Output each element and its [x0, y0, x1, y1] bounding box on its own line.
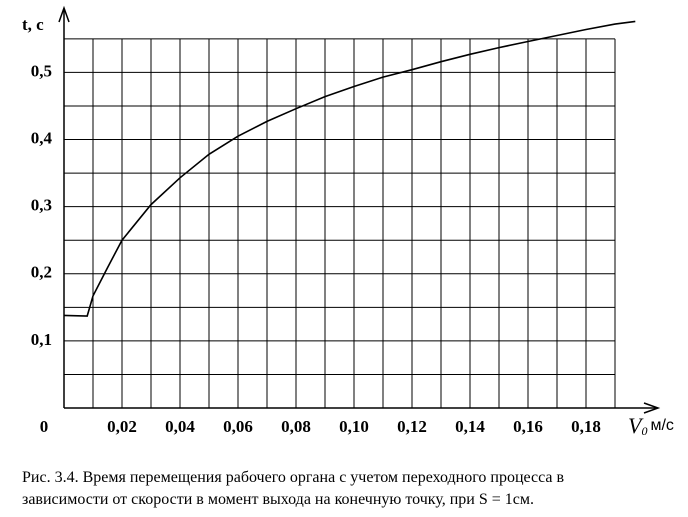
y-arrow: [58, 5, 70, 23]
y-tick-label: 0,3: [31, 196, 52, 215]
x-tick-label: 0,06: [223, 417, 253, 436]
x-tick-label: 0: [40, 417, 49, 436]
x-tick-label: 0,08: [281, 417, 311, 436]
y-tick-label: 0,2: [31, 263, 52, 282]
y-axis-label: t, с: [22, 15, 44, 34]
x-axis-label: V0 м/с: [628, 413, 674, 438]
y-tick-label: 0,4: [31, 128, 53, 147]
y-tick-label: 0,1: [31, 330, 52, 349]
x-arrow: [643, 402, 661, 414]
x-label-unit: м/с: [650, 417, 673, 434]
caption-line: зависимости от скорости в момент выхода …: [22, 491, 534, 508]
x-tick-label: 0,14: [455, 417, 485, 436]
x-tick-label: 0,18: [571, 417, 601, 436]
x-tick-label: 0,12: [397, 417, 427, 436]
x-tick-label: 0,10: [339, 417, 369, 436]
x-label-symbol: V: [628, 413, 644, 438]
caption-line: Рис. 3.4. Время перемещения рабочего орг…: [22, 469, 565, 486]
x-label-sub: 0: [641, 424, 647, 438]
x-tick-label: 0,04: [165, 417, 195, 436]
x-tick-label: 0,16: [513, 417, 543, 436]
y-tick-label: 0,5: [31, 61, 52, 80]
x-tick-label: 0,02: [107, 417, 137, 436]
data-line: [63, 20, 636, 317]
